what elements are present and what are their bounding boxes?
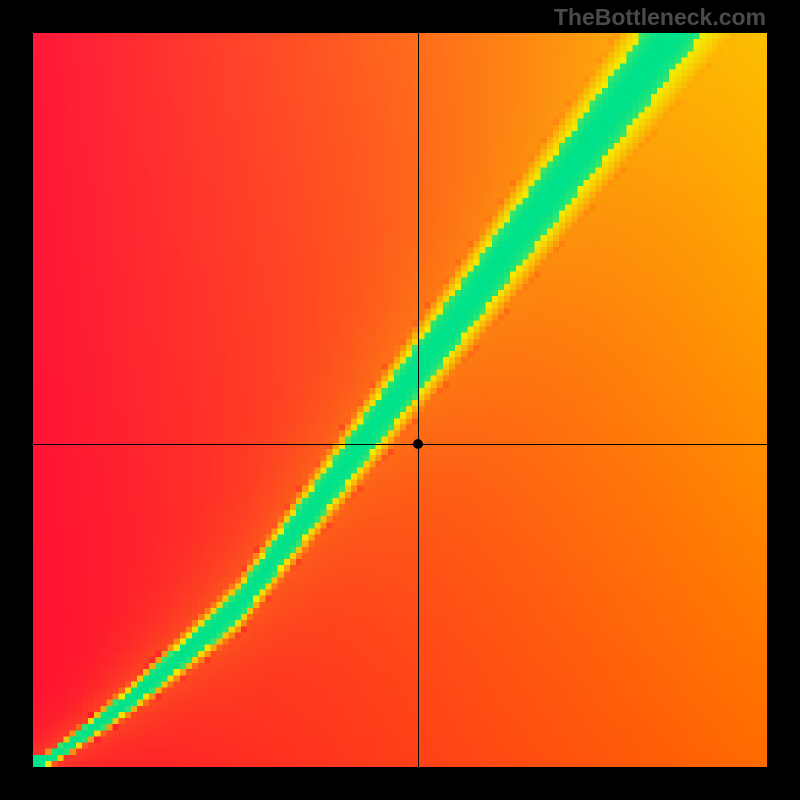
crosshair-horizontal: [33, 444, 767, 445]
crosshair-vertical: [418, 33, 419, 767]
heatmap-canvas: [33, 33, 767, 767]
heatmap-plot: [33, 33, 767, 767]
watermark-text: TheBottleneck.com: [554, 4, 766, 31]
